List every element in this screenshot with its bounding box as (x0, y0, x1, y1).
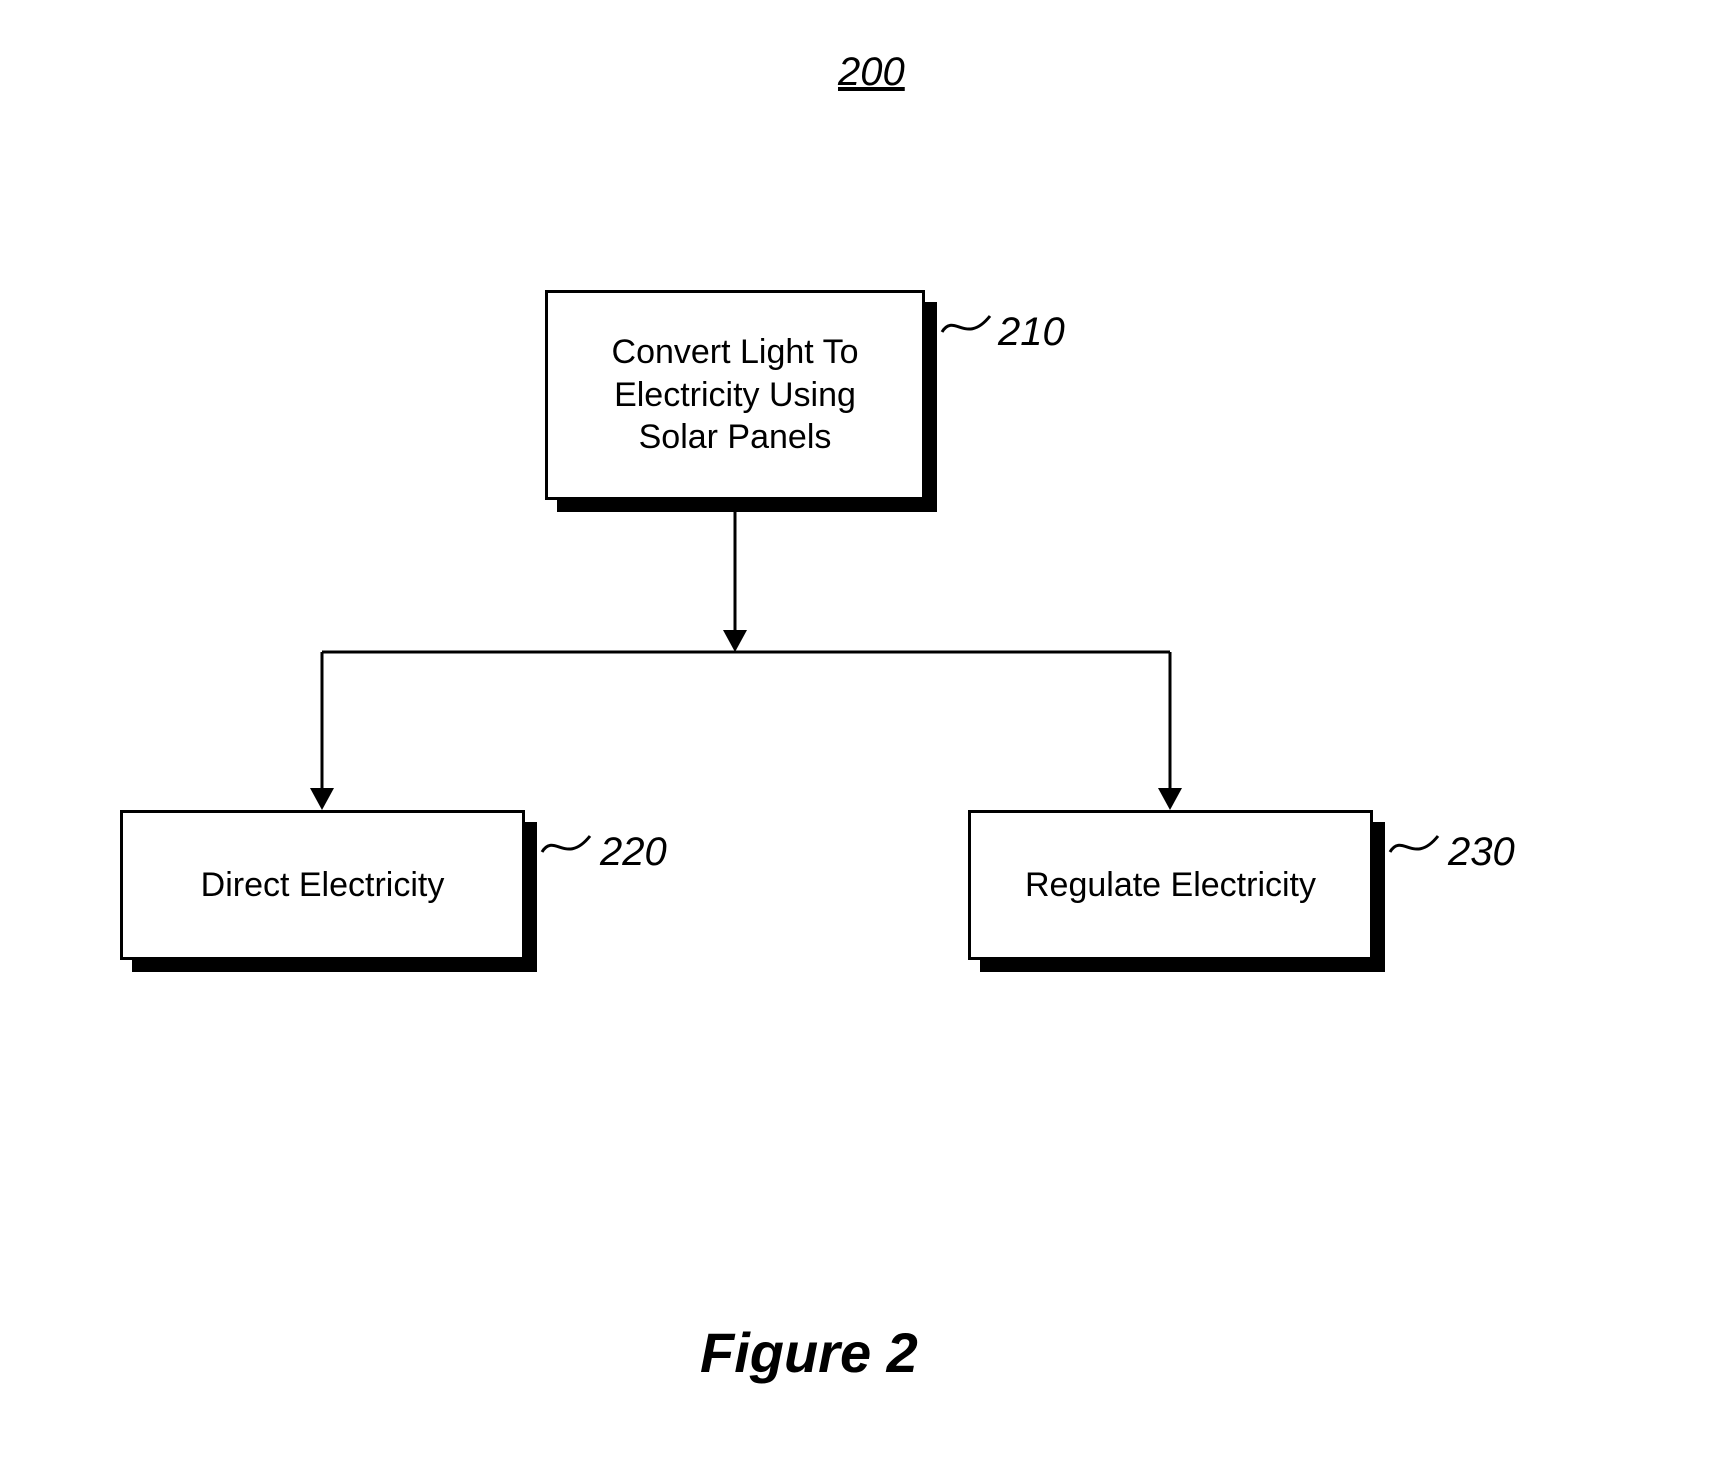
ref-connector-n2 (540, 818, 600, 868)
ref-connector-n1 (940, 298, 1000, 348)
ref-label-n2: 220 (600, 830, 667, 875)
connectors-layer (0, 0, 1736, 1467)
ref-connector-n3 (1388, 818, 1448, 868)
ref-label-n3: 230 (1448, 830, 1515, 875)
ref-label-n1: 210 (998, 310, 1065, 355)
